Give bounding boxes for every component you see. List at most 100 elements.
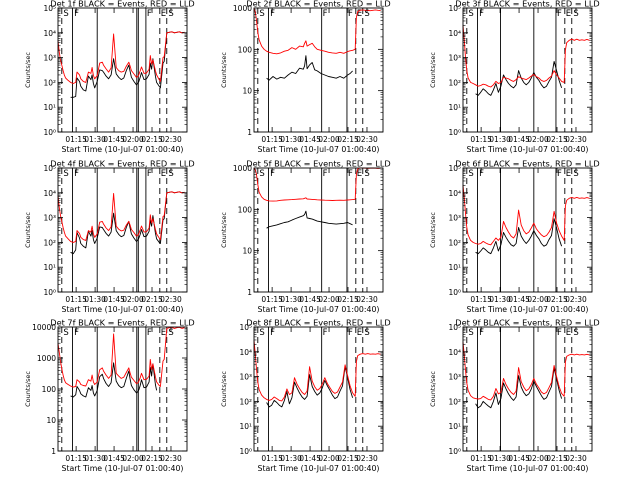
x-tick-label: 02:00 <box>122 295 144 304</box>
event-marker-label: F <box>74 9 79 19</box>
y-tick-label: 10⁵ <box>448 323 461 332</box>
y-axis-label: Counts/sec <box>24 371 32 407</box>
y-axis-label: Counts/sec <box>220 52 228 88</box>
y-tick-label: 10⁴ <box>43 29 56 38</box>
x-tick-label: 02:30 <box>160 295 182 304</box>
chart-title: Det 4f BLACK = Events, RED = LLD <box>50 159 194 169</box>
event-marker-label: E <box>566 9 571 19</box>
event-marker-label: F <box>479 9 484 19</box>
event-marker-label: F <box>147 328 152 338</box>
x-tick-label: 02:30 <box>160 454 182 463</box>
x-axis-label: Start Time (10-Jul-07 01:00:40) <box>258 464 380 473</box>
lld-series-line <box>253 339 381 402</box>
y-tick-label: 10⁵ <box>239 323 252 332</box>
event-marker-label: E <box>357 9 362 19</box>
y-axis-label: Counts/sec <box>429 212 437 248</box>
x-tick-label: 02:00 <box>527 295 549 304</box>
lld-series-line <box>253 7 381 55</box>
x-tick-label: 02:00 <box>122 135 144 144</box>
y-tick-label: 10000 <box>32 323 56 332</box>
x-tick-label: 02:15 <box>337 454 359 463</box>
event-marker-label: F <box>348 169 353 179</box>
x-tick-label: 01:15 <box>470 135 492 144</box>
event-marker-label: E <box>161 9 166 19</box>
chart-title: Det 5f BLACK = Events, RED = LLD <box>246 159 390 169</box>
y-tick-label: 10¹ <box>448 422 461 431</box>
y-tick-label: 10⁴ <box>448 348 461 357</box>
x-tick-label: 02:30 <box>356 135 378 144</box>
plot-frame <box>57 167 188 293</box>
x-tick-label: 02:15 <box>141 135 163 144</box>
y-axis-label: Counts/sec <box>220 371 228 407</box>
event-marker-label: S <box>364 9 369 19</box>
y-tick-label: 10⁴ <box>43 189 56 198</box>
events-series-line <box>266 210 353 229</box>
plot-frame <box>462 7 593 133</box>
event-marker-label: E <box>357 169 362 179</box>
plot-frame <box>462 326 593 452</box>
x-axis-label: Start Time (10-Jul-07 01:00:40) <box>62 145 184 154</box>
event-marker-label: F <box>479 328 484 338</box>
plot-frame <box>253 167 384 293</box>
event-marker-label: F <box>557 169 562 179</box>
chart-title: Det 6f BLACK = Events, RED = LLD <box>455 159 599 169</box>
lld-series-line <box>57 191 185 243</box>
x-tick-label: 01:15 <box>470 295 492 304</box>
x-tick-label: 02:15 <box>546 454 568 463</box>
event-marker-label: F <box>74 328 79 338</box>
event-marker-label: S <box>168 328 173 338</box>
y-tick-label: 10² <box>43 78 56 87</box>
event-marker-label: S <box>259 169 264 179</box>
y-tick-label: 1 <box>51 447 56 456</box>
x-tick-label: 01:15 <box>261 454 283 463</box>
y-tick-label: 10⁰ <box>448 128 461 137</box>
event-marker-label: E <box>161 328 166 338</box>
y-tick-label: 1000 <box>37 354 56 363</box>
x-tick-label: 01:15 <box>65 454 87 463</box>
x-axis-label: Start Time (10-Jul-07 01:00:40) <box>62 305 184 314</box>
lld-series-line <box>57 31 185 84</box>
event-marker-label: F <box>147 9 152 19</box>
y-tick-label: 1 <box>247 128 252 137</box>
y-tick-label: 100 <box>238 45 253 54</box>
plot-frame <box>57 326 188 452</box>
event-marker-label: F <box>270 169 275 179</box>
y-tick-label: 10⁴ <box>448 29 461 38</box>
event-marker-label: F <box>348 328 353 338</box>
x-tick-label: 02:15 <box>546 135 568 144</box>
y-tick-label: 10⁵ <box>448 164 461 173</box>
event-marker-label: S <box>63 328 68 338</box>
lld-series-line <box>462 341 590 401</box>
events-series-line <box>70 31 185 98</box>
x-axis-label: Start Time (10-Jul-07 01:00:40) <box>258 145 380 154</box>
event-marker-label: S <box>259 328 264 338</box>
y-tick-label: 10¹ <box>43 103 56 112</box>
x-tick-label: 02:00 <box>527 454 549 463</box>
x-tick-label: 02:30 <box>565 295 587 304</box>
chart-title: Det 8f BLACK = Events, RED = LLD <box>246 318 390 328</box>
event-marker-label: S <box>573 9 578 19</box>
y-tick-label: 10⁰ <box>43 128 56 137</box>
x-tick-label: 02:30 <box>356 454 378 463</box>
x-tick-label: 02:15 <box>546 295 568 304</box>
event-marker-label: S <box>259 9 264 19</box>
y-tick-label: 1000 <box>233 4 252 13</box>
y-tick-label: 10³ <box>43 214 56 223</box>
x-tick-label: 02:15 <box>141 454 163 463</box>
y-tick-label: 100 <box>238 205 253 214</box>
x-tick-label: 02:00 <box>318 135 340 144</box>
event-marker-label: F <box>270 9 275 19</box>
x-tick-label: 01:15 <box>65 135 87 144</box>
y-tick-label: 10¹ <box>239 422 252 431</box>
y-tick-label: 10³ <box>448 373 461 382</box>
x-tick-label: 01:30 <box>280 295 302 304</box>
x-tick-label: 02:00 <box>122 454 144 463</box>
plot-frame <box>253 7 384 133</box>
y-tick-label: 10² <box>43 238 56 247</box>
y-tick-label: 10³ <box>239 373 252 382</box>
x-tick-label: 02:15 <box>141 295 163 304</box>
event-marker-label: S <box>468 169 473 179</box>
